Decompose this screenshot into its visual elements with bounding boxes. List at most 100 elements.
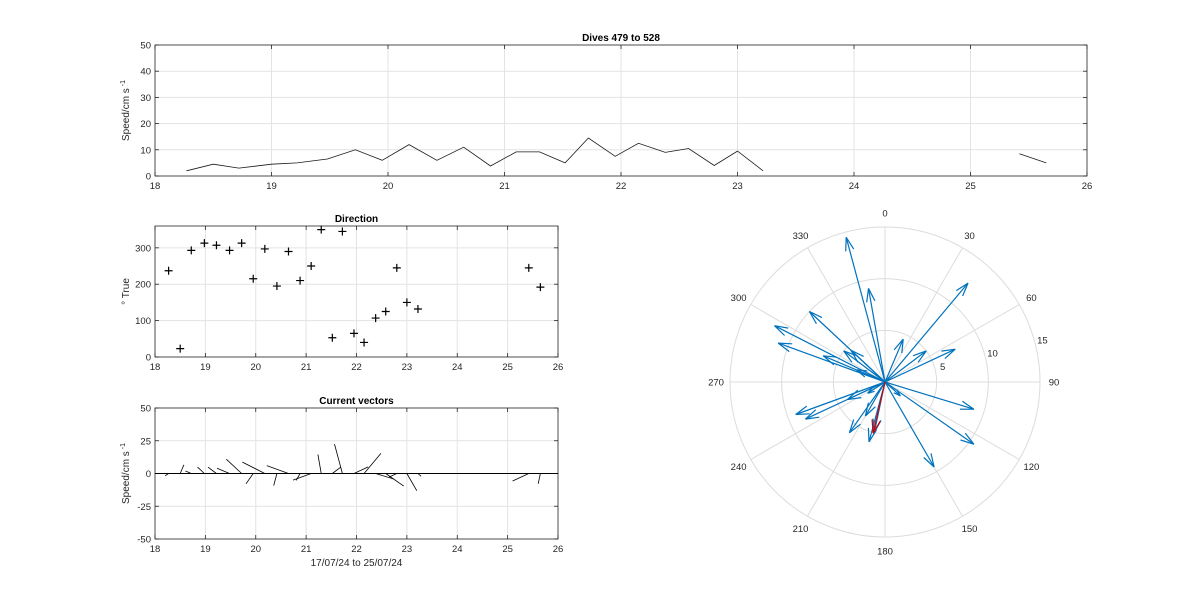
direction-point-marker xyxy=(413,304,422,313)
polar-current-vector-head xyxy=(864,402,869,417)
polar-current-vector-head xyxy=(866,288,870,303)
polar-current-vector xyxy=(884,381,975,445)
direction-point-marker xyxy=(249,274,258,283)
polar-spoke xyxy=(884,247,963,383)
current-vector-stick xyxy=(334,443,343,474)
speed-title: Dives 479 to 528 xyxy=(582,33,660,44)
vectors-axes: 18 19 20 21 22 23 24 25 26 -50 -25 0 25 50 Current vec… xyxy=(120,396,563,569)
polar-current-vector-head xyxy=(847,397,862,401)
speed-y-tick-label: 30 xyxy=(140,93,151,104)
polar-current-vector-head xyxy=(867,288,876,302)
polar-angle-label: 90 xyxy=(1049,378,1060,389)
speed-x-tick-label: 24 xyxy=(849,181,860,192)
polar-mean-vector-head xyxy=(871,419,874,434)
current-vector-stick xyxy=(216,467,230,474)
vectors-x-tick-label: 18 xyxy=(150,544,161,555)
direction-x-tick-label: 20 xyxy=(250,362,261,373)
polar-current-vector-head xyxy=(896,389,901,397)
direction-y-tick-label: 200 xyxy=(135,280,151,291)
vectors-y-tick-label: -50 xyxy=(137,535,151,546)
direction-point-marker xyxy=(284,247,293,256)
direction-x-tick-label: 24 xyxy=(452,362,463,373)
polar-angle-label: 120 xyxy=(1023,462,1039,473)
polar-current-vector-head xyxy=(962,400,975,410)
current-vector-stick xyxy=(417,473,422,477)
polar-current-vector-head xyxy=(864,406,876,417)
speed-x-tick-label: 25 xyxy=(965,181,976,192)
polar-mean-vector xyxy=(872,381,886,434)
direction-point-marker xyxy=(328,333,337,342)
direction-point-marker xyxy=(402,298,411,307)
polar-spoke xyxy=(884,304,1020,383)
current-vector-stick xyxy=(295,473,301,481)
polar-angle-label: 210 xyxy=(793,524,809,535)
direction-x-tick-label: 18 xyxy=(150,362,161,373)
polar-angle-label: 0 xyxy=(882,209,887,220)
direction-y-axis-label: ° True xyxy=(121,278,132,305)
polar-current-vector xyxy=(864,381,886,417)
vectors-x-tick-label: 25 xyxy=(502,544,513,555)
polar-current-vector-head xyxy=(893,338,904,351)
speed-y-tick-label: 50 xyxy=(140,41,151,52)
polar-current-vector-head xyxy=(808,311,817,324)
direction-point-marker xyxy=(200,239,209,248)
direction-point-marker xyxy=(272,282,281,291)
direction-point-marker xyxy=(349,329,358,338)
polar-current-vector-head xyxy=(964,432,975,445)
direction-y-tick-label: 300 xyxy=(135,243,151,254)
polar-angle-label: 30 xyxy=(964,231,975,242)
current-vector-stick xyxy=(317,454,322,474)
vectors-x-tick-label: 20 xyxy=(250,544,261,555)
polar-current-vector xyxy=(774,325,886,383)
polar-current-vector xyxy=(884,381,975,410)
speed-y-tick-label: 0 xyxy=(146,172,151,183)
polar-current-vector-head xyxy=(930,453,935,468)
current-vector-stick xyxy=(292,473,312,481)
polar-angle-label: 270 xyxy=(708,378,724,389)
current-vector-stick xyxy=(226,458,242,474)
direction-point-marker xyxy=(225,246,234,255)
current-vector-stick xyxy=(332,466,341,474)
current-vector-stick xyxy=(512,473,529,482)
polar-current-vector-head xyxy=(923,457,935,468)
polar-current-vector xyxy=(845,237,886,383)
polar-current-vector xyxy=(884,338,904,383)
polar-current-vector xyxy=(805,381,886,420)
polar-current-vector xyxy=(777,342,886,383)
direction-point-marker xyxy=(296,276,305,285)
polar-current-vector xyxy=(843,350,886,383)
polar-current-vector-head xyxy=(867,390,875,394)
direction-x-tick-label: 26 xyxy=(553,362,564,373)
polar-mean-vector-head xyxy=(872,420,881,434)
current-vector-stick xyxy=(164,473,169,477)
current-vector-stick xyxy=(363,453,382,474)
speed-x-tick-label: 20 xyxy=(383,181,394,192)
polar-current-vector-head xyxy=(805,416,820,420)
current-vector-stick xyxy=(179,464,185,474)
speed-x-tick-label: 19 xyxy=(266,181,277,192)
polar-current-vector-head xyxy=(843,350,853,363)
direction-point-marker xyxy=(187,246,196,255)
polar-current-vector-head xyxy=(867,427,870,442)
direction-point-marker xyxy=(360,338,369,347)
polar-current-vector-head xyxy=(847,389,859,400)
polar-current-vector-head xyxy=(843,350,858,357)
vectors-x-tick-label: 19 xyxy=(200,544,211,555)
current-vector-stick xyxy=(385,473,404,487)
vectors-y-axis-label: Speed/cm s -1 xyxy=(120,443,132,504)
current-vector-stick xyxy=(273,473,278,486)
direction-x-tick-label: 22 xyxy=(351,362,362,373)
speed-y-tick-label: 10 xyxy=(140,145,151,156)
polar-current-vector xyxy=(808,311,886,383)
polar-current-vector xyxy=(884,381,901,397)
polar-angle-label: 180 xyxy=(877,547,893,558)
vectors-x-tick-label: 22 xyxy=(351,544,362,555)
polar-current-vector xyxy=(867,288,886,383)
speed-x-tick-label: 21 xyxy=(499,181,510,192)
current-vector-stick xyxy=(406,473,418,491)
polar-current-vector-head xyxy=(917,350,927,363)
direction-axes: 18 19 20 21 22 23 24 25 26 0 100 200 300 Direction ° T… xyxy=(121,214,563,373)
current-vector-stick xyxy=(266,465,289,474)
current-vector-stick xyxy=(375,473,394,480)
polar-current-vector-head xyxy=(804,409,817,420)
